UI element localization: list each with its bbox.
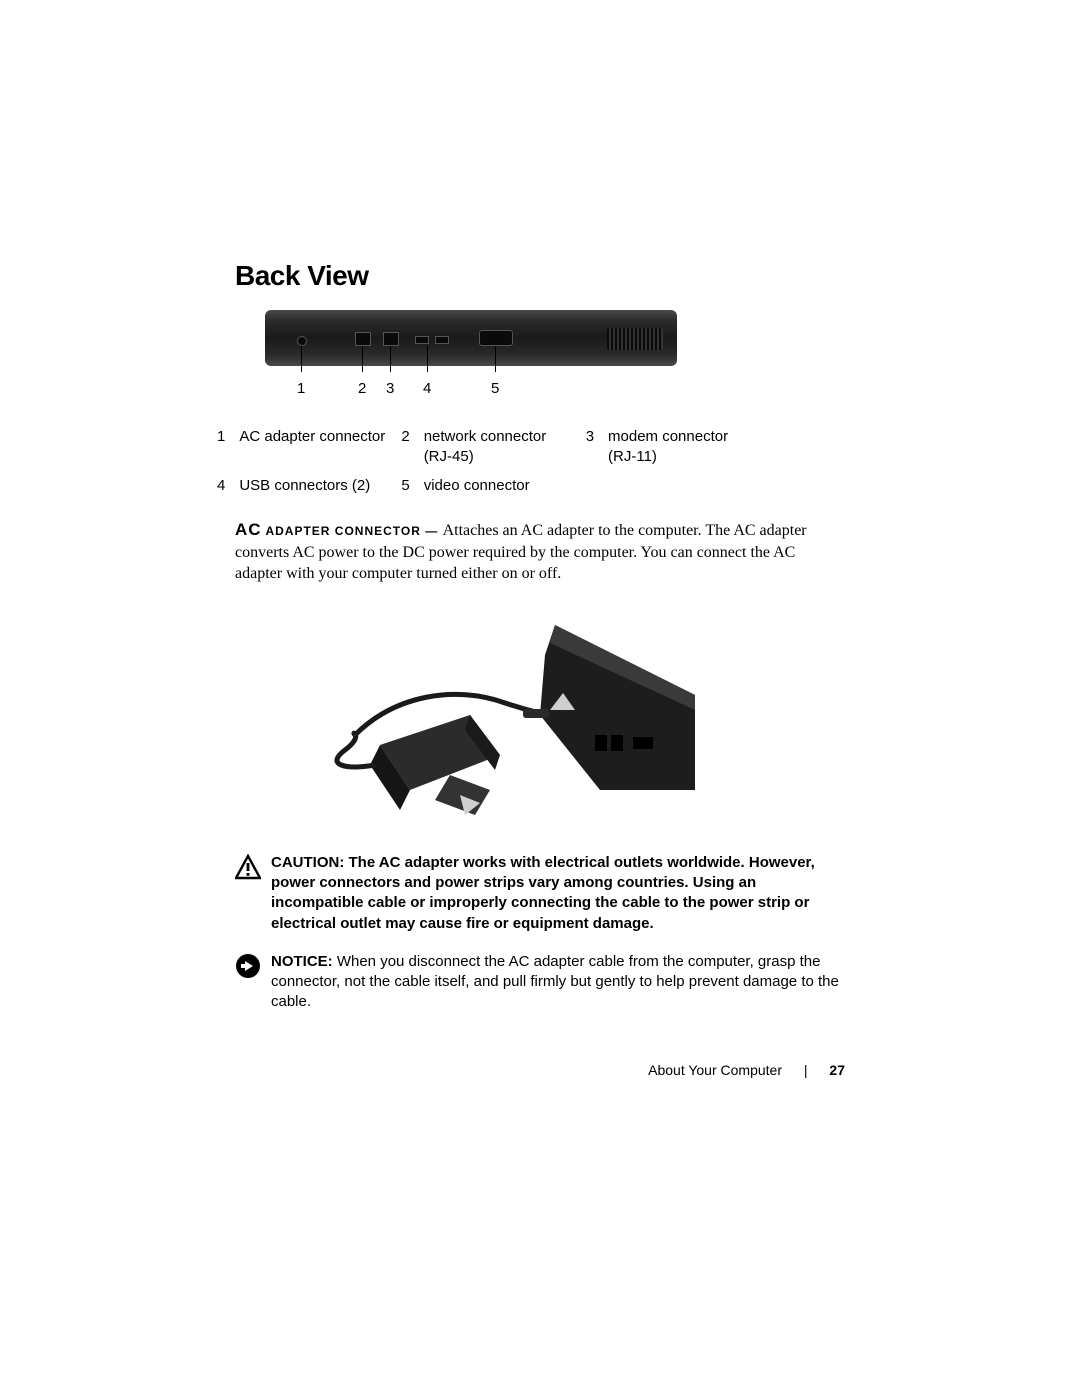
page-number: 27 xyxy=(829,1062,845,1078)
legend-label: network connector (RJ-45) xyxy=(424,424,584,471)
desc-lead-rest: ADAPTER CONNECTOR — xyxy=(262,524,443,538)
table-row: 1 AC adapter connector 2 network connect… xyxy=(217,424,768,471)
legend-num: 3 xyxy=(586,424,606,471)
ac-adapter-description: AC ADAPTER CONNECTOR — Attaches an AC ad… xyxy=(235,519,845,585)
callout-1: 1 xyxy=(297,380,305,397)
notice-text: When you disconnect the AC adapter cable… xyxy=(271,953,839,1011)
legend-num: 1 xyxy=(217,424,237,471)
section-heading: Back View xyxy=(235,260,845,292)
legend-num: 5 xyxy=(401,473,421,499)
desc-lead-first: AC xyxy=(235,520,262,539)
callout-3: 3 xyxy=(386,380,394,397)
legend-table: 1 AC adapter connector 2 network connect… xyxy=(215,422,770,501)
callout-5: 5 xyxy=(491,380,499,397)
notice-label: NOTICE: xyxy=(271,953,337,970)
caution-text: The AC adapter works with electrical out… xyxy=(271,854,815,932)
back-view-figure xyxy=(265,310,875,378)
caution-label: CAUTION: xyxy=(271,854,349,871)
notice-block: NOTICE: When you disconnect the AC adapt… xyxy=(235,952,845,1013)
legend-num: 4 xyxy=(217,473,237,499)
legend-label: AC adapter connector xyxy=(239,424,399,471)
callout-4: 4 xyxy=(423,380,431,397)
page-footer: About Your Computer | 27 xyxy=(648,1062,845,1078)
callout-2: 2 xyxy=(358,380,366,397)
notice-icon xyxy=(235,953,261,979)
callout-number-row: 1 2 3 4 5 xyxy=(265,380,677,408)
footer-section: About Your Computer xyxy=(648,1062,782,1078)
legend-label: video connector xyxy=(424,473,584,499)
table-row: 4 USB connectors (2) 5 video connector xyxy=(217,473,768,499)
caution-block: CAUTION: The AC adapter works with elect… xyxy=(235,853,845,934)
ac-adapter-figure xyxy=(295,615,695,835)
legend-num: 2 xyxy=(401,424,421,471)
legend-label: modem connector (RJ-11) xyxy=(608,424,768,471)
legend-label: USB connectors (2) xyxy=(239,473,399,499)
caution-icon xyxy=(235,854,261,880)
footer-separator: | xyxy=(804,1062,808,1078)
